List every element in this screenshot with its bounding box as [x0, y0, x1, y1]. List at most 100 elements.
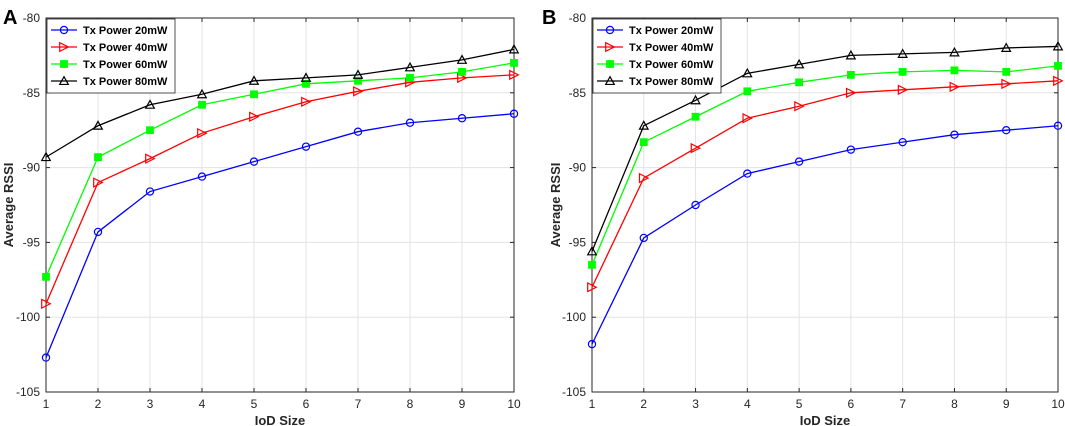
x-tick-label: 5 — [251, 397, 258, 411]
data-point — [508, 43, 520, 54]
series-tx-power-80mw — [586, 40, 1064, 256]
legend-marker — [59, 25, 69, 35]
data-point — [144, 99, 156, 109]
x-tick-label: 1 — [43, 397, 50, 411]
x-tick-label: 6 — [303, 397, 310, 411]
series-line — [45, 48, 515, 158]
data-point — [949, 46, 960, 57]
legend-label: Tx Power 20mW — [83, 25, 168, 37]
legend-label: Tx Power 40mW — [629, 42, 714, 54]
panel-letter: B — [542, 7, 556, 29]
axes-box — [591, 17, 1059, 393]
data-point — [42, 272, 50, 281]
data-point — [458, 67, 466, 76]
series-line — [45, 74, 515, 304]
data-point — [196, 88, 208, 99]
series-line — [591, 65, 1059, 266]
data-point — [248, 75, 260, 85]
data-point — [795, 78, 804, 87]
data-point — [898, 67, 907, 76]
data-point — [588, 260, 596, 269]
data-point — [743, 87, 752, 96]
data-point — [41, 298, 52, 310]
data-point — [301, 142, 311, 151]
data-point — [950, 130, 959, 139]
panel-letter: A — [3, 7, 17, 29]
legend-marker — [605, 25, 615, 35]
data-point — [509, 109, 519, 118]
x-tick-label: 8 — [407, 397, 414, 411]
y-tick-label: -100 — [16, 310, 40, 324]
y-tick-label: -95 — [23, 235, 41, 249]
data-point — [742, 67, 753, 78]
legend-label: Tx Power 60mW — [83, 59, 168, 71]
data-point — [198, 100, 206, 109]
data-point — [846, 145, 856, 154]
data-point — [1002, 67, 1011, 76]
x-tick-label: 7 — [355, 397, 362, 411]
series-tx-power-20mw — [587, 121, 1063, 349]
data-point — [587, 339, 597, 349]
series-tx-power-60mw — [588, 61, 1062, 269]
legend: Tx Power 20mW Tx Power 40mW Tx Power 60mW T… — [592, 18, 722, 94]
data-point — [638, 172, 650, 184]
legend-marker — [58, 75, 70, 86]
data-point — [845, 49, 857, 60]
chart-panel-a: 1 2 3 4 5 6 7 8 9 10 -80 -85 -90 -95 -100 -105 IoD Size A… — [1, 7, 521, 426]
data-point — [793, 58, 805, 69]
series-tx-power-80mw — [40, 43, 520, 162]
y-tick-label: -90 — [23, 161, 41, 175]
data-point — [950, 66, 959, 75]
series-tx-power-40mw — [587, 75, 1064, 293]
series-tx-power-20mw — [41, 109, 519, 362]
data-point — [457, 114, 467, 123]
data-point — [898, 137, 907, 147]
data-point — [743, 169, 752, 178]
data-point — [302, 79, 310, 88]
data-point — [510, 58, 518, 67]
data-point — [691, 112, 700, 121]
y-tick-label: -100 — [562, 310, 586, 324]
y-tick-label: -85 — [569, 86, 587, 100]
series-tx-power-40mw — [41, 69, 520, 310]
x-tick-label: 3 — [147, 397, 154, 411]
y-tick-label: -80 — [23, 11, 41, 25]
series-line — [45, 113, 515, 358]
legend: Tx Power 20mW Tx Power 40mW Tx Power 60mW T… — [46, 18, 176, 94]
data-point — [94, 153, 102, 162]
legend-marker — [60, 60, 68, 68]
data-point — [949, 81, 961, 93]
data-point — [690, 94, 701, 105]
legend-marker — [605, 41, 616, 53]
x-tick-label: 9 — [1003, 397, 1010, 411]
data-point — [249, 157, 259, 166]
data-point — [1054, 61, 1062, 70]
data-point — [639, 233, 648, 243]
data-point — [301, 96, 312, 108]
y-tick-label: -80 — [569, 11, 587, 25]
data-point — [1053, 75, 1064, 87]
data-point — [197, 172, 207, 181]
data-point — [92, 120, 104, 130]
data-point — [353, 127, 363, 136]
y-tick-label: -90 — [569, 161, 587, 175]
data-point — [41, 353, 51, 362]
y-tick-label: -105 — [16, 385, 40, 399]
x-tick-label: 5 — [796, 397, 803, 411]
data-point — [794, 157, 804, 166]
x-tick-label: 7 — [899, 397, 906, 411]
data-point — [300, 72, 312, 82]
legend-label: Tx Power 60mW — [629, 59, 714, 71]
data-point — [354, 76, 362, 85]
data-point — [93, 227, 103, 237]
data-point — [846, 70, 855, 79]
data-point — [587, 282, 598, 293]
y-axis-label: Average RSSI — [548, 163, 563, 248]
x-tick-label: 10 — [507, 397, 521, 411]
x-tick-label: 4 — [199, 397, 206, 411]
data-point — [638, 120, 650, 130]
x-tick-label: 2 — [640, 397, 647, 411]
legend-label: Tx Power 40mW — [83, 42, 168, 54]
y-tick-label: -95 — [569, 235, 587, 249]
data-point — [586, 245, 598, 256]
